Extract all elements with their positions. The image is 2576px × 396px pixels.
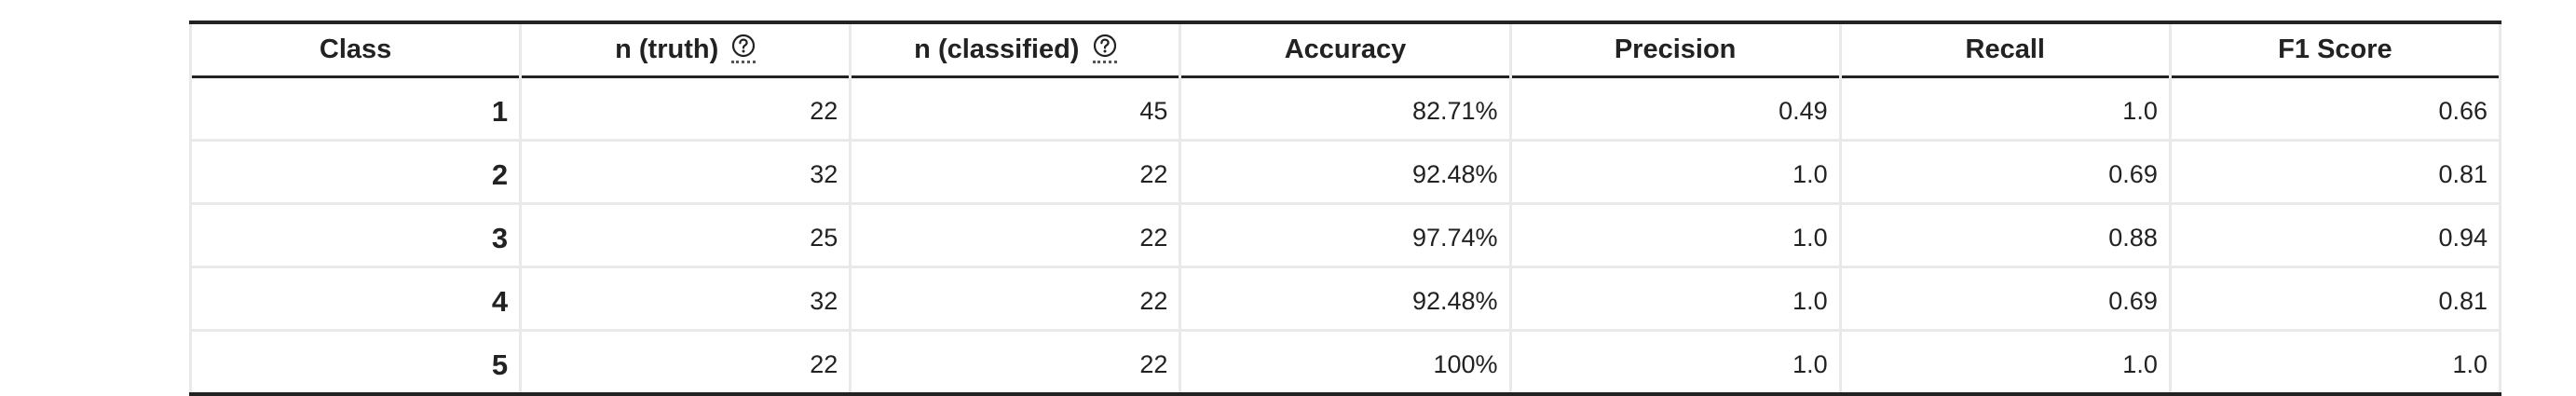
header-class-label: Class (319, 34, 392, 64)
precision-cell: 1.0 (1508, 329, 1842, 394)
accuracy-cell: 100% (1179, 329, 1512, 394)
classification-metrics-table: Class n (truth) n (classified) (188, 20, 2502, 396)
recall-cell: 0.88 (1838, 202, 2172, 268)
header-n-classified: n (classified) (849, 22, 1182, 77)
classification-metrics-table-container: Class n (truth) n (classified) (188, 20, 2502, 396)
n-truth-cell: 22 (519, 329, 852, 394)
accuracy-cell: 92.48% (1179, 266, 1512, 332)
header-row: Class n (truth) n (classified) (188, 22, 2502, 77)
table-header: Class n (truth) n (classified) (188, 22, 2502, 77)
n-classified-cell: 22 (849, 329, 1182, 394)
table-row: 4 32 22 92.48% 1.0 0.69 0.81 (188, 266, 2502, 332)
recall-cell: 0.69 (1838, 266, 2172, 332)
header-precision-label: Precision (1614, 34, 1737, 64)
question-circle-icon[interactable] (731, 34, 756, 64)
table-body: 1 22 45 82.71% 0.49 1.0 0.66 2 32 22 92.… (188, 76, 2502, 394)
n-classified-cell: 22 (849, 139, 1182, 205)
precision-cell: 1.0 (1508, 202, 1842, 268)
header-accuracy: Accuracy (1179, 22, 1512, 77)
header-class: Class (188, 22, 523, 77)
f1-score-cell: 0.81 (2168, 266, 2502, 332)
table-row: 2 32 22 92.48% 1.0 0.69 0.81 (188, 139, 2502, 205)
header-recall-label: Recall (1965, 34, 2045, 64)
accuracy-cell: 82.71% (1179, 76, 1512, 142)
precision-cell: 0.49 (1508, 76, 1842, 142)
f1-score-cell: 1.0 (2168, 329, 2502, 394)
precision-cell: 1.0 (1508, 266, 1842, 332)
n-truth-cell: 25 (519, 202, 852, 268)
header-n-classified-label: n (classified) (914, 34, 1080, 64)
n-truth-cell: 32 (519, 266, 852, 332)
n-truth-cell: 32 (519, 139, 852, 205)
recall-cell: 1.0 (1838, 329, 2172, 394)
f1-score-cell: 0.66 (2168, 76, 2502, 142)
header-f1-score: F1 Score (2168, 22, 2502, 77)
table-row: 1 22 45 82.71% 0.49 1.0 0.66 (188, 76, 2502, 142)
header-recall: Recall (1838, 22, 2172, 77)
f1-score-cell: 0.81 (2168, 139, 2502, 205)
recall-cell: 1.0 (1838, 76, 2172, 142)
accuracy-cell: 92.48% (1179, 139, 1512, 205)
header-n-truth-label: n (truth) (615, 34, 719, 64)
n-truth-cell: 22 (519, 76, 852, 142)
class-cell: 1 (188, 76, 523, 142)
precision-cell: 1.0 (1508, 139, 1842, 205)
recall-cell: 0.69 (1838, 139, 2172, 205)
n-classified-cell: 22 (849, 202, 1182, 268)
question-circle-icon[interactable] (1092, 34, 1117, 64)
header-f1-score-label: F1 Score (2278, 34, 2392, 64)
n-classified-cell: 45 (849, 76, 1182, 142)
table-row: 5 22 22 100% 1.0 1.0 1.0 (188, 329, 2502, 394)
class-cell: 2 (188, 139, 523, 205)
class-cell: 3 (188, 202, 523, 268)
header-accuracy-label: Accuracy (1284, 34, 1407, 64)
header-precision: Precision (1508, 22, 1842, 77)
class-cell: 4 (188, 266, 523, 332)
accuracy-cell: 97.74% (1179, 202, 1512, 268)
f1-score-cell: 0.94 (2168, 202, 2502, 268)
header-n-truth: n (truth) (519, 22, 852, 77)
n-classified-cell: 22 (849, 266, 1182, 332)
table-row: 3 25 22 97.74% 1.0 0.88 0.94 (188, 202, 2502, 268)
class-cell: 5 (188, 329, 523, 394)
